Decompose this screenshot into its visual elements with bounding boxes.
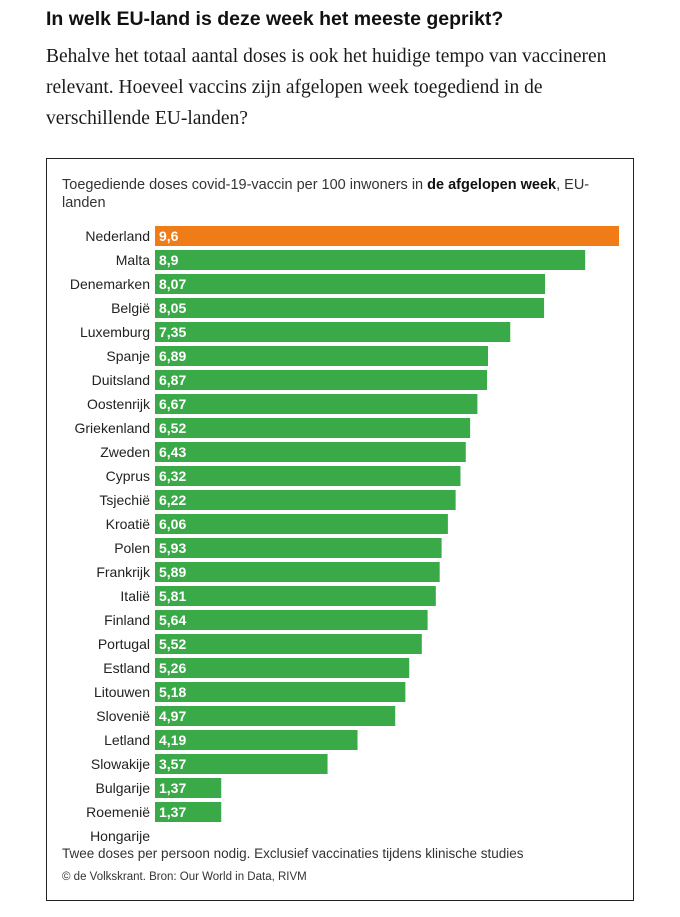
value-label-polen: 5,93 [159, 540, 186, 556]
value-label-bulgarije: 1,37 [159, 780, 186, 796]
bar-slovenie [155, 706, 396, 726]
category-label-roemenie: Roemenië [86, 804, 150, 820]
value-label-malta: 8,9 [159, 252, 179, 268]
category-label-spanje: Spanje [106, 348, 150, 364]
value-label-belgie: 8,05 [159, 300, 186, 316]
category-label-slovenie: Slovenië [96, 708, 150, 724]
value-label-griekenland: 6,52 [159, 420, 186, 436]
bar-frankrijk [155, 562, 440, 582]
bar-litouwen [155, 682, 406, 702]
category-label-griekenland: Griekenland [75, 420, 151, 436]
bar-kroatie [155, 514, 448, 534]
chart-title-suffix: , EU-landen [62, 177, 590, 211]
bar-cyprus [155, 466, 461, 486]
category-label-nederland: Nederland [85, 228, 150, 244]
category-label-oostenrijk: Oostenrijk [87, 396, 151, 412]
category-label-kroatie: Kroatië [106, 516, 151, 532]
value-label-zweden: 6,43 [159, 444, 186, 460]
bar-zweden [155, 442, 466, 462]
bar-estland [155, 658, 410, 678]
chart-title-prefix: Toegediende doses covid-19-vaccin per 10… [62, 177, 428, 193]
bar-letland [155, 730, 358, 750]
value-label-oostenrijk: 6,67 [159, 396, 186, 412]
category-label-zweden: Zweden [100, 444, 150, 460]
category-label-hongarije: Hongarije [90, 828, 150, 844]
bar-bulgarije [155, 778, 222, 798]
value-label-letland: 4,19 [159, 732, 186, 748]
value-label-frankrijk: 5,89 [159, 564, 186, 580]
category-label-portugal: Portugal [98, 636, 150, 652]
bar-belgie [155, 298, 545, 318]
value-label-nederland: 9,6 [159, 228, 179, 244]
value-label-cyprus: 6,32 [159, 468, 186, 484]
value-label-denemarken: 8,07 [159, 276, 186, 292]
value-label-portugal: 5,52 [159, 636, 186, 652]
value-label-tsjechie: 6,22 [159, 492, 186, 508]
category-label-duitsland: Duitsland [92, 372, 150, 388]
bar-portugal [155, 634, 422, 654]
category-label-belgie: België [111, 300, 150, 316]
bar-denemarken [155, 274, 546, 294]
footnote: Twee doses per persoon nodig. Exclusief … [62, 846, 524, 861]
value-label-estland: 5,26 [159, 660, 186, 676]
category-label-italie: Italië [120, 588, 150, 604]
value-label-litouwen: 5,18 [159, 684, 186, 700]
bar-italie [155, 586, 436, 606]
chart-title: Toegediende doses covid-19-vaccin per 10… [62, 176, 622, 212]
bar-duitsland [155, 370, 488, 390]
bar-finland [155, 610, 428, 630]
value-label-roemenie: 1,37 [159, 804, 186, 820]
category-label-malta: Malta [116, 252, 150, 268]
chart-frame [46, 158, 634, 901]
bar-polen [155, 538, 442, 558]
bar-luxemburg [155, 322, 511, 342]
category-label-finland: Finland [104, 612, 150, 628]
category-label-luxemburg: Luxemburg [80, 324, 150, 340]
category-label-slowakije: Slowakije [91, 756, 150, 772]
intro-text: Behalve het totaal aantal doses is ook h… [46, 46, 607, 129]
value-label-slowakije: 3,57 [159, 756, 186, 772]
bar-tsjechie [155, 490, 456, 510]
chart-title-bold: de afgelopen week [427, 177, 557, 193]
value-label-kroatie: 6,06 [159, 516, 186, 532]
value-label-duitsland: 6,87 [159, 372, 186, 388]
value-label-italie: 5,81 [159, 588, 186, 604]
bar-malta [155, 250, 586, 270]
value-label-slovenie: 4,97 [159, 708, 186, 724]
category-label-estland: Estland [103, 660, 150, 676]
bar-spanje [155, 346, 489, 366]
value-label-luxemburg: 7,35 [159, 324, 186, 340]
category-label-letland: Letland [104, 732, 150, 748]
category-label-denemarken: Denemarken [70, 276, 150, 292]
bar-roemenie [155, 802, 222, 822]
bar-griekenland [155, 418, 471, 438]
bar-nederland [155, 226, 619, 246]
value-label-finland: 5,64 [159, 612, 186, 628]
source-line: © de Volkskrant. Bron: Our World in Data… [62, 871, 307, 883]
category-label-litouwen: Litouwen [94, 684, 150, 700]
category-label-cyprus: Cyprus [106, 468, 150, 484]
category-label-tsjechie: Tsjechië [99, 492, 150, 508]
bar-slowakije [155, 754, 328, 774]
headline: In welk EU-land is deze week het meeste … [46, 8, 504, 30]
category-label-polen: Polen [114, 540, 150, 556]
category-label-bulgarije: Bulgarije [96, 780, 151, 796]
bar-oostenrijk [155, 394, 478, 414]
value-label-spanje: 6,89 [159, 348, 186, 364]
category-label-frankrijk: Frankrijk [96, 564, 151, 580]
